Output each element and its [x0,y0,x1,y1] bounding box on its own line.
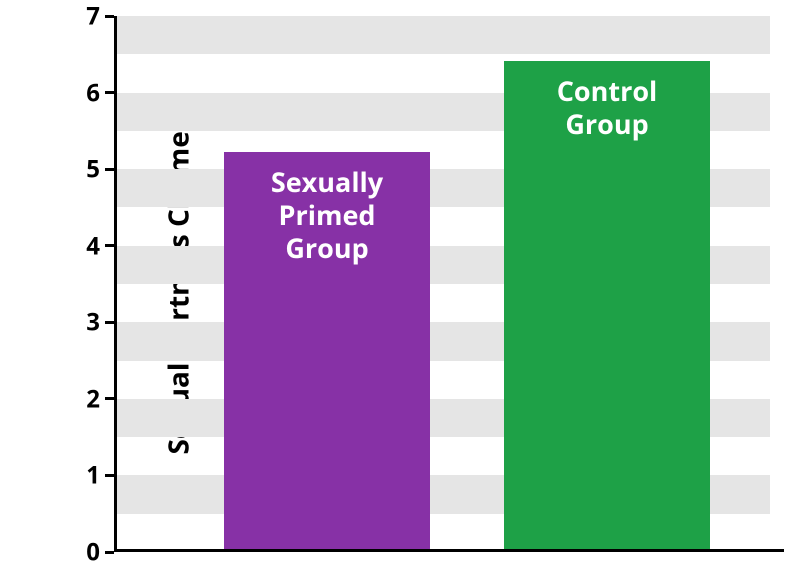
y-tick-label: 4 [86,229,100,262]
grid-band [114,16,770,54]
plot-area: 01234567SexuallyPrimedGroupControlGroup [114,16,770,552]
chart-container: Sexual Partners Claimed 01234567Sexually… [0,0,800,568]
y-tick-label: 0 [86,536,100,569]
y-tick [105,91,114,94]
y-tick [105,474,114,477]
y-tick [105,168,114,171]
y-tick [105,397,114,400]
bar-label: SexuallyPrimedGroup [224,166,430,265]
y-tick-label: 1 [86,459,100,492]
bar: SexuallyPrimedGroup [224,152,430,549]
bar-label: ControlGroup [504,75,710,141]
x-axis-line [114,549,784,552]
y-axis-line [114,16,117,552]
y-tick-label: 6 [86,76,100,109]
y-tick [105,321,114,324]
bar: ControlGroup [504,61,710,549]
y-tick [105,15,114,18]
y-tick-label: 5 [86,153,100,186]
y-tick-label: 7 [86,0,100,33]
y-tick-label: 3 [86,306,100,339]
y-tick [105,244,114,247]
y-tick [105,551,114,554]
y-tick-label: 2 [86,382,100,415]
